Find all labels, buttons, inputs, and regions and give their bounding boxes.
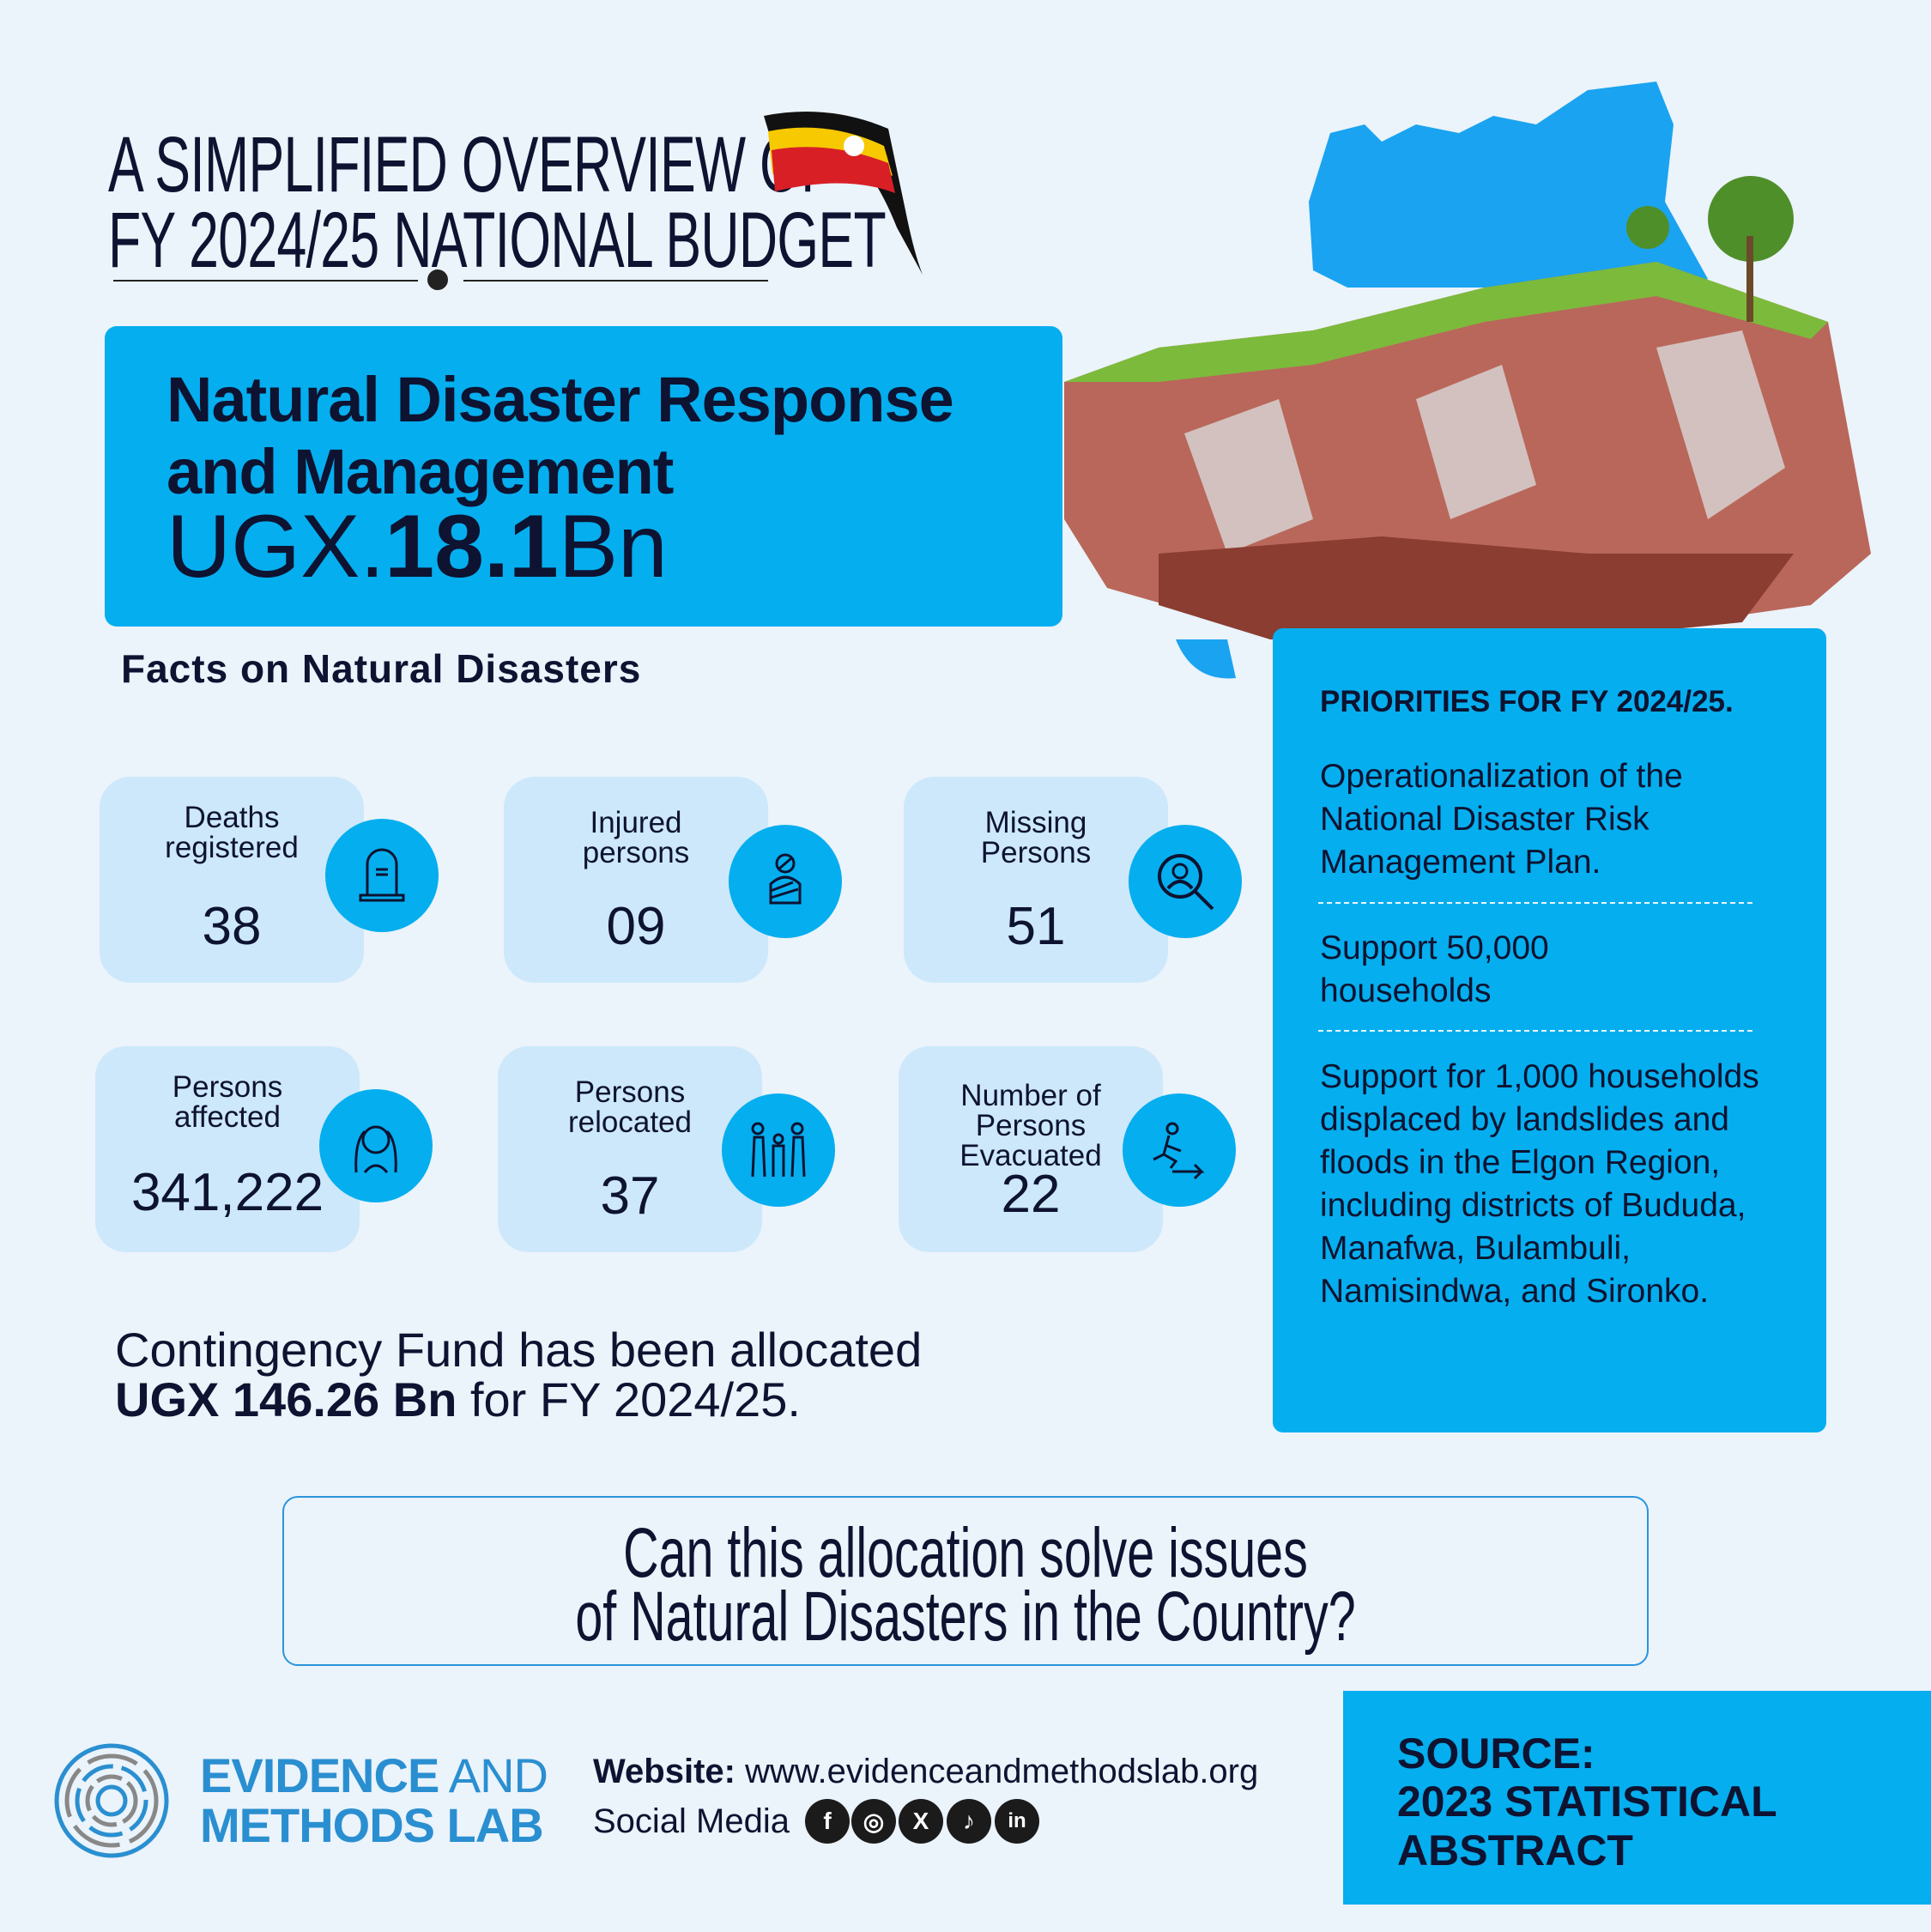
contingency-amount: UGX 146.26 Bn [115,1372,457,1426]
website-link[interactable]: www.evidenceandmethodslab.org [745,1753,1259,1790]
facts-heading: Facts on Natural Disasters [121,646,642,691]
instagram-icon[interactable]: ◎ [851,1799,896,1844]
source-text: 2023 STATISTICAL [1397,1778,1777,1826]
hero-title: Natural Disaster Response and Management [166,364,954,507]
amount-unit: Bn [558,497,668,597]
website-line: Website: www.evidenceandmethodslab.org [593,1753,1258,1791]
amount-value: 18.1 [384,497,559,597]
facebook-icon[interactable]: f [805,1799,850,1844]
search-person-icon [1129,825,1242,938]
question-box: Can this allocation solve issues of Natu… [282,1496,1649,1666]
fact-card-relocated: Persons relocated 37 [498,1046,762,1252]
source-text: ABSTRACT [1397,1826,1633,1874]
contingency-line1: Contingency Fund has been allocated [115,1323,923,1377]
title-divider [463,280,768,282]
uganda-map-landslide-illustration [1064,82,1871,679]
card-label: Persons affected [172,1070,283,1134]
source-box: SOURCE: 2023 STATISTICAL ABSTRACT [1343,1691,1931,1905]
priorities-title: PRIORITIES FOR FY 2024/25. [1320,685,1734,718]
logo-text: METHODS LAB [200,1798,544,1852]
title-dot [427,270,448,290]
currency: UGX. [166,497,385,597]
priority-item: Support for 1,000 households displaced b… [1320,1058,1759,1310]
priority-item: Operationalization of the National Disas… [1320,758,1683,881]
priorities-panel: PRIORITIES FOR FY 2024/25. Operationaliz… [1273,628,1826,1432]
contingency-statement: Contingency Fund has been allocated UGX … [115,1325,922,1425]
card-label: Injured persons [582,806,690,869]
question-line2: of Natural Disasters in the Country? [575,1578,1356,1656]
card-label: Missing Persons [980,806,1092,869]
fact-card-evacuated: Number of Persons Evacuated 22 [899,1046,1163,1252]
logo-wordmark: EVIDENCE AND METHODS LAB [200,1751,548,1850]
card-label: Number of Persons Evacuated [959,1079,1102,1172]
fingerprint-logo-icon [54,1743,169,1858]
evacuation-icon [1123,1093,1236,1207]
budget-hero-card: Natural Disaster Response and Management… [105,326,1062,627]
card-label: Persons relocated [568,1075,692,1139]
linkedin-icon[interactable]: in [995,1799,1039,1844]
fact-card-injured: Injured persons 09 [504,777,768,983]
social-media-label: Social Media [593,1802,790,1840]
card-label: Deaths registered [165,801,299,864]
fact-card-affected: Persons affected 341,222 [95,1046,360,1252]
card-value: 22 [1001,1165,1061,1224]
divider [1318,1030,1752,1032]
card-value: 51 [1006,897,1066,956]
logo-text: EVIDENCE [200,1748,439,1802]
x-icon[interactable]: X [899,1799,943,1844]
hero-amount: UGX.18.1Bn [166,502,668,591]
website-label: Website: [593,1753,735,1790]
title-line-1: A SIMPLIFIED OVERVIEW OF [108,121,833,209]
question-text: Can this allocation solve issues of Natu… [575,1514,1356,1656]
card-value: 38 [202,897,262,956]
question-line1: Can this allocation solve issues [623,1514,1308,1592]
divider [1318,902,1752,904]
card-value: 37 [600,1166,660,1226]
card-value: 09 [606,897,666,956]
fact-card-missing: Missing Persons 51 [904,777,1168,983]
distressed-person-icon [319,1089,433,1202]
title-line-2: FY 2024/25 NATIONAL BUDGET [108,197,887,284]
logo-text: AND [439,1748,548,1802]
card-value: 341,222 [130,1163,324,1222]
uganda-flag-icon [764,112,923,275]
title-divider [113,280,418,282]
priority-item: Support 50,000 households [1320,930,1549,1009]
fact-card-deaths: Deaths registered 38 [100,777,364,983]
injured-person-icon [729,825,842,938]
source-label: SOURCE: [1397,1729,1595,1778]
tombstone-icon [325,819,439,932]
contingency-suffix: for FY 2024/25. [457,1372,801,1426]
family-icon [722,1093,835,1207]
tiktok-icon[interactable]: ♪ [947,1799,991,1844]
